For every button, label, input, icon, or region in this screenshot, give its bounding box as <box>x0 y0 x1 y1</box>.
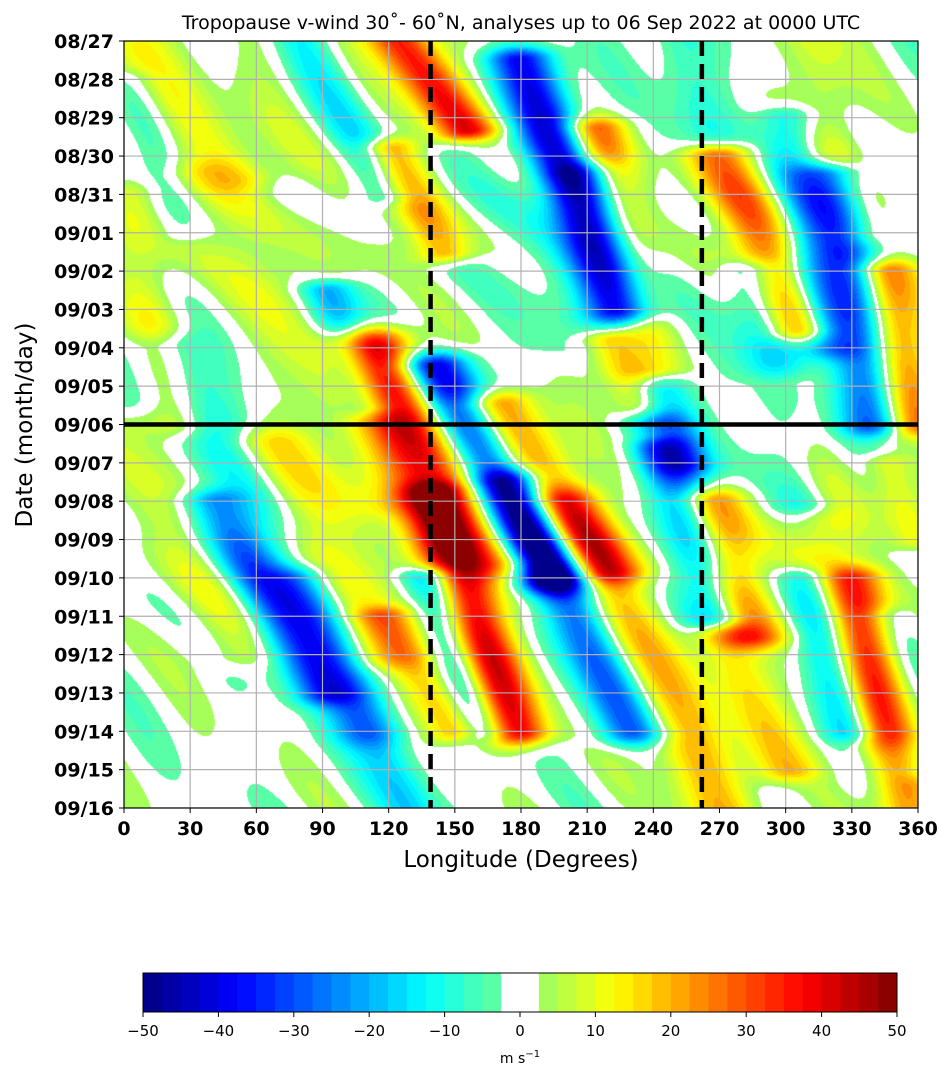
y-tick-label: 08/27 <box>54 31 114 53</box>
colorbar-bin <box>614 973 634 1012</box>
colorbar-bin <box>331 973 351 1012</box>
colorbar-bin <box>840 973 860 1012</box>
x-tick-label: 30 <box>177 818 203 840</box>
colorbar-bin <box>501 973 540 1012</box>
colorbar-tick-label: 0 <box>515 1022 525 1040</box>
colorbar-bin <box>274 973 295 1012</box>
y-tick-label: 09/15 <box>54 760 114 782</box>
colorbar-unit-exponent: −1 <box>525 1049 540 1060</box>
colorbar-tick-label: −30 <box>278 1022 310 1040</box>
x-tick-label: 180 <box>501 818 541 840</box>
colorbar-bin <box>689 973 709 1012</box>
y-tick-label: 09/05 <box>54 376 114 398</box>
colorbar-unit-base: m s <box>500 1051 525 1067</box>
colorbar-tick-label: −40 <box>203 1022 235 1040</box>
x-tick-label: 240 <box>633 818 673 840</box>
colorbar-bin <box>633 973 653 1012</box>
y-tick-label: 08/28 <box>54 69 114 91</box>
colorbar-bin <box>237 973 257 1012</box>
x-tick-label: 120 <box>369 818 409 840</box>
y-tick-label: 09/12 <box>54 645 114 667</box>
y-tick-label: 09/09 <box>54 530 114 552</box>
colorbar-bin <box>670 973 691 1012</box>
colorbar-tick-label: −20 <box>353 1022 385 1040</box>
colorbar-bin <box>143 973 163 1012</box>
x-tick-label: 210 <box>567 818 607 840</box>
y-tick-label: 08/29 <box>54 108 114 130</box>
y-tick-label: 09/16 <box>54 798 114 820</box>
reference-lines <box>124 41 918 808</box>
colorbar-tick-label: −50 <box>127 1022 159 1040</box>
x-axis-label: Longitude (Degrees) <box>403 847 638 873</box>
colorbar-bin <box>199 973 219 1012</box>
colorbar-bin <box>859 973 879 1012</box>
y-tick-label: 09/02 <box>54 261 114 283</box>
y-tick-label: 09/01 <box>54 223 114 245</box>
colorbar-tick-label: 40 <box>812 1022 831 1040</box>
y-tick-label: 09/10 <box>54 568 114 590</box>
colorbar-tick-label: 30 <box>737 1022 756 1040</box>
x-tick-label: 60 <box>243 818 269 840</box>
colorbar-tick-label: 10 <box>586 1022 605 1040</box>
y-tick-label: 09/04 <box>54 338 114 360</box>
colorbar-bin <box>161 973 182 1012</box>
y-tick-label: 09/08 <box>54 491 114 513</box>
colorbar-bin <box>218 973 238 1012</box>
colorbar-bin <box>821 973 841 1012</box>
x-tick-label: 90 <box>309 818 335 840</box>
chart-title: Tropopause v-wind 30˚- 60˚N, analyses up… <box>181 12 860 34</box>
colorbar-bin <box>406 973 427 1012</box>
y-tick-label: 09/07 <box>54 453 114 475</box>
y-tick-label: 09/14 <box>54 721 114 743</box>
x-tick-label: 0 <box>117 818 130 840</box>
y-tick-label: 09/06 <box>54 415 114 437</box>
x-tick-label: 150 <box>435 818 475 840</box>
colorbar-bins <box>143 973 898 1012</box>
colorbar-bin <box>727 973 747 1012</box>
y-tick-label: 09/03 <box>54 299 114 321</box>
colorbar-unit-label: m s−1 <box>500 1049 540 1067</box>
colorbar-bin <box>369 973 389 1012</box>
y-tick-label: 08/31 <box>54 184 114 206</box>
colorbar-bin <box>708 973 728 1012</box>
x-axis: 0 30 60 90 120 150 180 210 240 270 300 330 360 <box>117 808 938 840</box>
y-tick-label: 08/30 <box>54 146 114 168</box>
colorbar-bin <box>746 973 766 1012</box>
colorbar-bin <box>651 973 672 1012</box>
colorbar-bin <box>783 973 804 1012</box>
colorbar-bin <box>180 973 201 1012</box>
colorbar-bin <box>425 973 446 1012</box>
y-axis-label: Date (month/day) <box>12 323 38 528</box>
colorbar-bin <box>595 973 615 1012</box>
colorbar-bin <box>350 973 370 1012</box>
colorbar-tick-label: 20 <box>661 1022 680 1040</box>
colorbar-bin <box>557 973 578 1012</box>
y-tick-label: 09/13 <box>54 683 114 705</box>
x-tick-label: 300 <box>766 818 806 840</box>
colorbar-bin <box>878 973 898 1012</box>
colorbar-bin <box>256 973 276 1012</box>
colorbar: −50 −40 −30 −20 −10 0 10 20 30 40 50 m s−1 <box>127 972 907 1067</box>
x-tick-label: 270 <box>700 818 740 840</box>
colorbar-tick-label: −10 <box>429 1022 461 1040</box>
colorbar-ticks: −50 −40 −30 −20 −10 0 10 20 30 40 50 <box>127 1012 907 1040</box>
y-tick-label: 09/11 <box>54 606 114 628</box>
colorbar-bin <box>444 973 464 1012</box>
colorbar-bin <box>293 973 314 1012</box>
colorbar-bin <box>765 973 785 1012</box>
x-tick-label: 330 <box>832 818 872 840</box>
colorbar-bin <box>576 973 596 1012</box>
colorbar-bin <box>802 973 823 1012</box>
colorbar-bin <box>312 973 332 1012</box>
colorbar-bin <box>388 973 408 1012</box>
colorbar-bin <box>538 973 559 1012</box>
x-tick-label: 360 <box>898 818 938 840</box>
y-axis: 08/27 08/28 08/29 08/30 08/31 09/01 09/02 09/03… <box>54 31 124 820</box>
colorbar-bin <box>463 973 483 1012</box>
colorbar-tick-label: 50 <box>887 1022 906 1040</box>
plot-area <box>123 40 919 809</box>
colorbar-bin <box>482 973 502 1012</box>
